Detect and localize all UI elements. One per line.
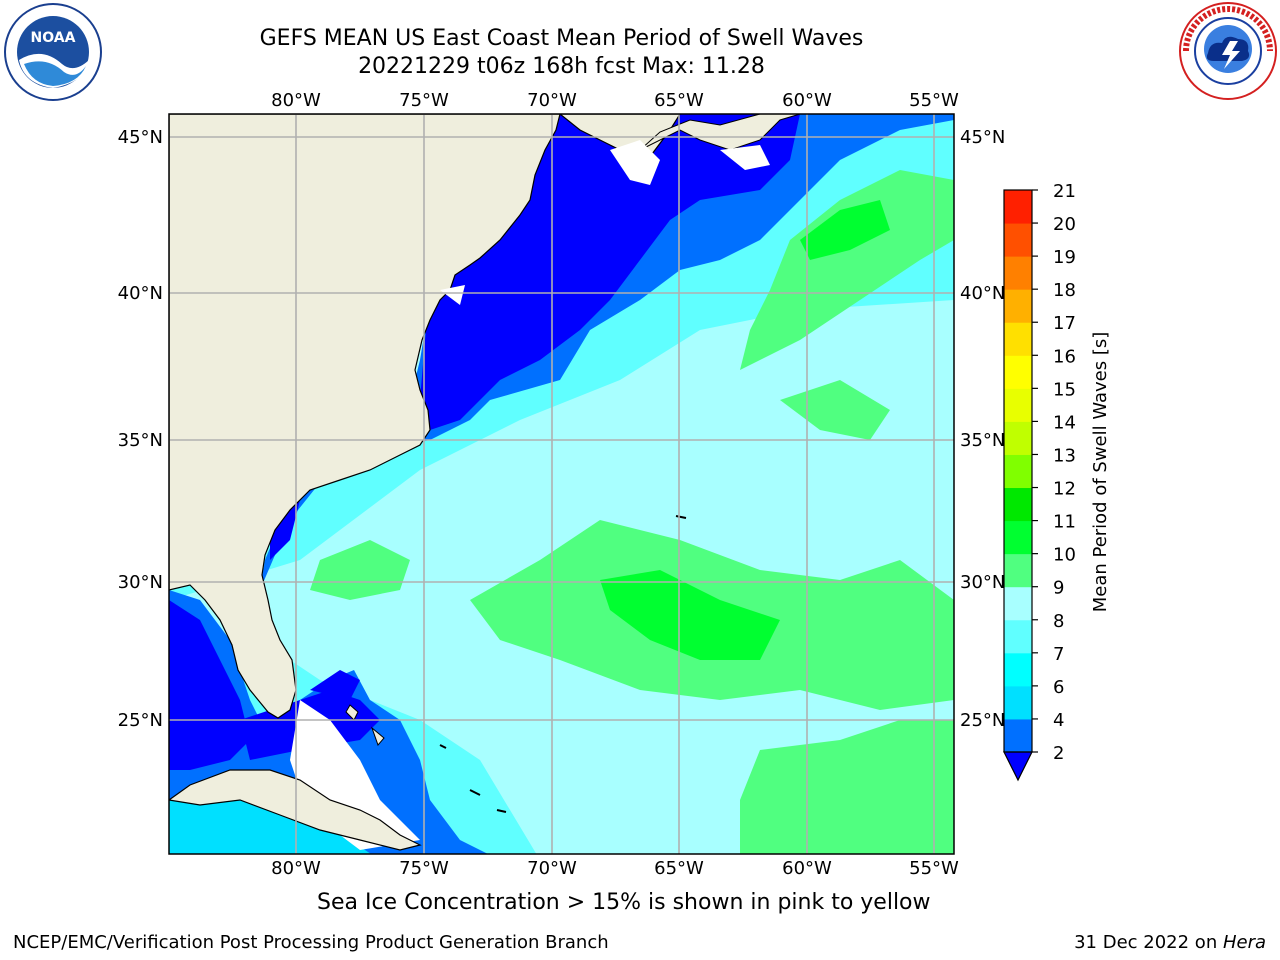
colorbar-bin: [1004, 355, 1032, 389]
chart-subtitle: 20221229 t06z 168h fcst Max: 11.28: [358, 54, 765, 79]
colorbar-tick-label: 17: [1053, 313, 1076, 334]
lon-label: 60°W: [782, 858, 832, 879]
colorbar-tick-label: 12: [1053, 479, 1076, 500]
colorbar-tick-label: 19: [1053, 247, 1076, 268]
colorbar-bin: [1004, 619, 1032, 654]
colorbar-bin: [1004, 520, 1032, 555]
lat-labels-right: 45°N 40°N 35°N 30°N 25°N: [960, 127, 1005, 731]
noaa-logo-text: NOAA: [31, 30, 76, 46]
lon-label: 55°W: [909, 90, 959, 111]
lat-label: 40°N: [118, 283, 163, 304]
lon-label: 60°W: [782, 90, 832, 111]
lat-label: 40°N: [960, 283, 1005, 304]
colorbar-tick-label: 2: [1053, 743, 1064, 764]
colorbar-bin: [1004, 718, 1032, 753]
colorbar-tick-label: 10: [1053, 545, 1076, 566]
colorbar-bin: [1004, 322, 1032, 356]
map-frame: [168, 113, 955, 855]
lon-label: 80°W: [271, 858, 321, 879]
lat-label: 25°N: [960, 710, 1005, 731]
noaa-logo-icon: NOAA: [4, 3, 102, 101]
lon-label: 70°W: [527, 90, 577, 111]
lat-label: 25°N: [118, 710, 163, 731]
colorbar-tick-label: 8: [1053, 611, 1064, 632]
lat-label: 30°N: [118, 572, 163, 593]
colorbar: 2 4 6 7 8 9 10 11 12 13 14 15 16 17 18 19 20 21: [1003, 181, 1076, 782]
lon-label: 65°W: [654, 90, 704, 111]
colorbar-bin: [1004, 223, 1032, 257]
lon-labels-bottom: 80°W 75°W 70°W 65°W 60°W 55°W: [271, 858, 959, 879]
nws-logo-icon: [1179, 2, 1277, 100]
colorbar-tick-label: 14: [1053, 412, 1076, 433]
footer-credit: NCEP/EMC/Verification Post Processing Pr…: [13, 932, 609, 953]
lon-label: 70°W: [527, 858, 577, 879]
footer-date-text: 31 Dec 2022 on: [1074, 932, 1223, 953]
colorbar-tick-label: 9: [1053, 578, 1064, 599]
colorbar-bin: [1004, 586, 1032, 621]
colorbar-tick-label: 4: [1053, 710, 1064, 731]
sea-ice-note: Sea Ice Concentration > 15% is shown in …: [317, 890, 931, 915]
colorbar-tick-label: 6: [1053, 677, 1064, 698]
colorbar-tick-label: 18: [1053, 280, 1076, 301]
footer-date: 31 Dec 2022 on Hera: [1074, 932, 1266, 953]
lon-label: 75°W: [399, 858, 449, 879]
colorbar-bin: [1004, 685, 1032, 720]
lat-label: 45°N: [960, 127, 1005, 148]
colorbar-label: Mean Period of Swell Waves [s]: [1090, 332, 1111, 613]
lat-labels-left: 45°N 40°N 35°N 30°N 25°N: [118, 127, 163, 731]
colorbar-bin: [1004, 421, 1032, 455]
lon-label: 80°W: [271, 90, 321, 111]
colorbar-bin: [1004, 553, 1032, 588]
colorbar-bin: [1004, 388, 1032, 422]
lon-label: 75°W: [399, 90, 449, 111]
colorbar-frame: [1003, 189, 1033, 753]
lat-label: 30°N: [960, 572, 1005, 593]
colorbar-tick-label: 16: [1053, 346, 1076, 367]
lon-labels-top: 80°W 75°W 70°W 65°W 60°W 55°W: [271, 90, 959, 111]
colorbar-tick-label: 21: [1053, 181, 1076, 202]
lat-label: 35°N: [118, 430, 163, 451]
colorbar-bin: [1004, 256, 1032, 290]
lon-label: 55°W: [909, 858, 959, 879]
colorbar-bin: [1004, 190, 1032, 224]
colorbar-under-arrow: [1003, 751, 1033, 782]
map-panel: [169, 114, 954, 854]
colorbar-tick-label: 13: [1053, 445, 1076, 466]
chart-title: GEFS MEAN US East Coast Mean Period of S…: [259, 26, 864, 51]
lat-label: 45°N: [118, 127, 163, 148]
lat-label: 35°N: [960, 430, 1005, 451]
colorbar-tick-label: 7: [1053, 644, 1064, 665]
colorbar-bin: [1004, 652, 1032, 687]
colorbar-bin: [1004, 454, 1032, 489]
colorbar-tick-label: 15: [1053, 379, 1076, 400]
colorbar-bin: [1004, 289, 1032, 323]
graticule: [169, 114, 954, 854]
colorbar-tick-label: 20: [1053, 214, 1076, 235]
colorbar-bin: [1004, 487, 1032, 522]
footer-machine: Hera: [1222, 932, 1266, 953]
lon-label: 65°W: [654, 858, 704, 879]
colorbar-tick-label: 11: [1053, 512, 1076, 533]
